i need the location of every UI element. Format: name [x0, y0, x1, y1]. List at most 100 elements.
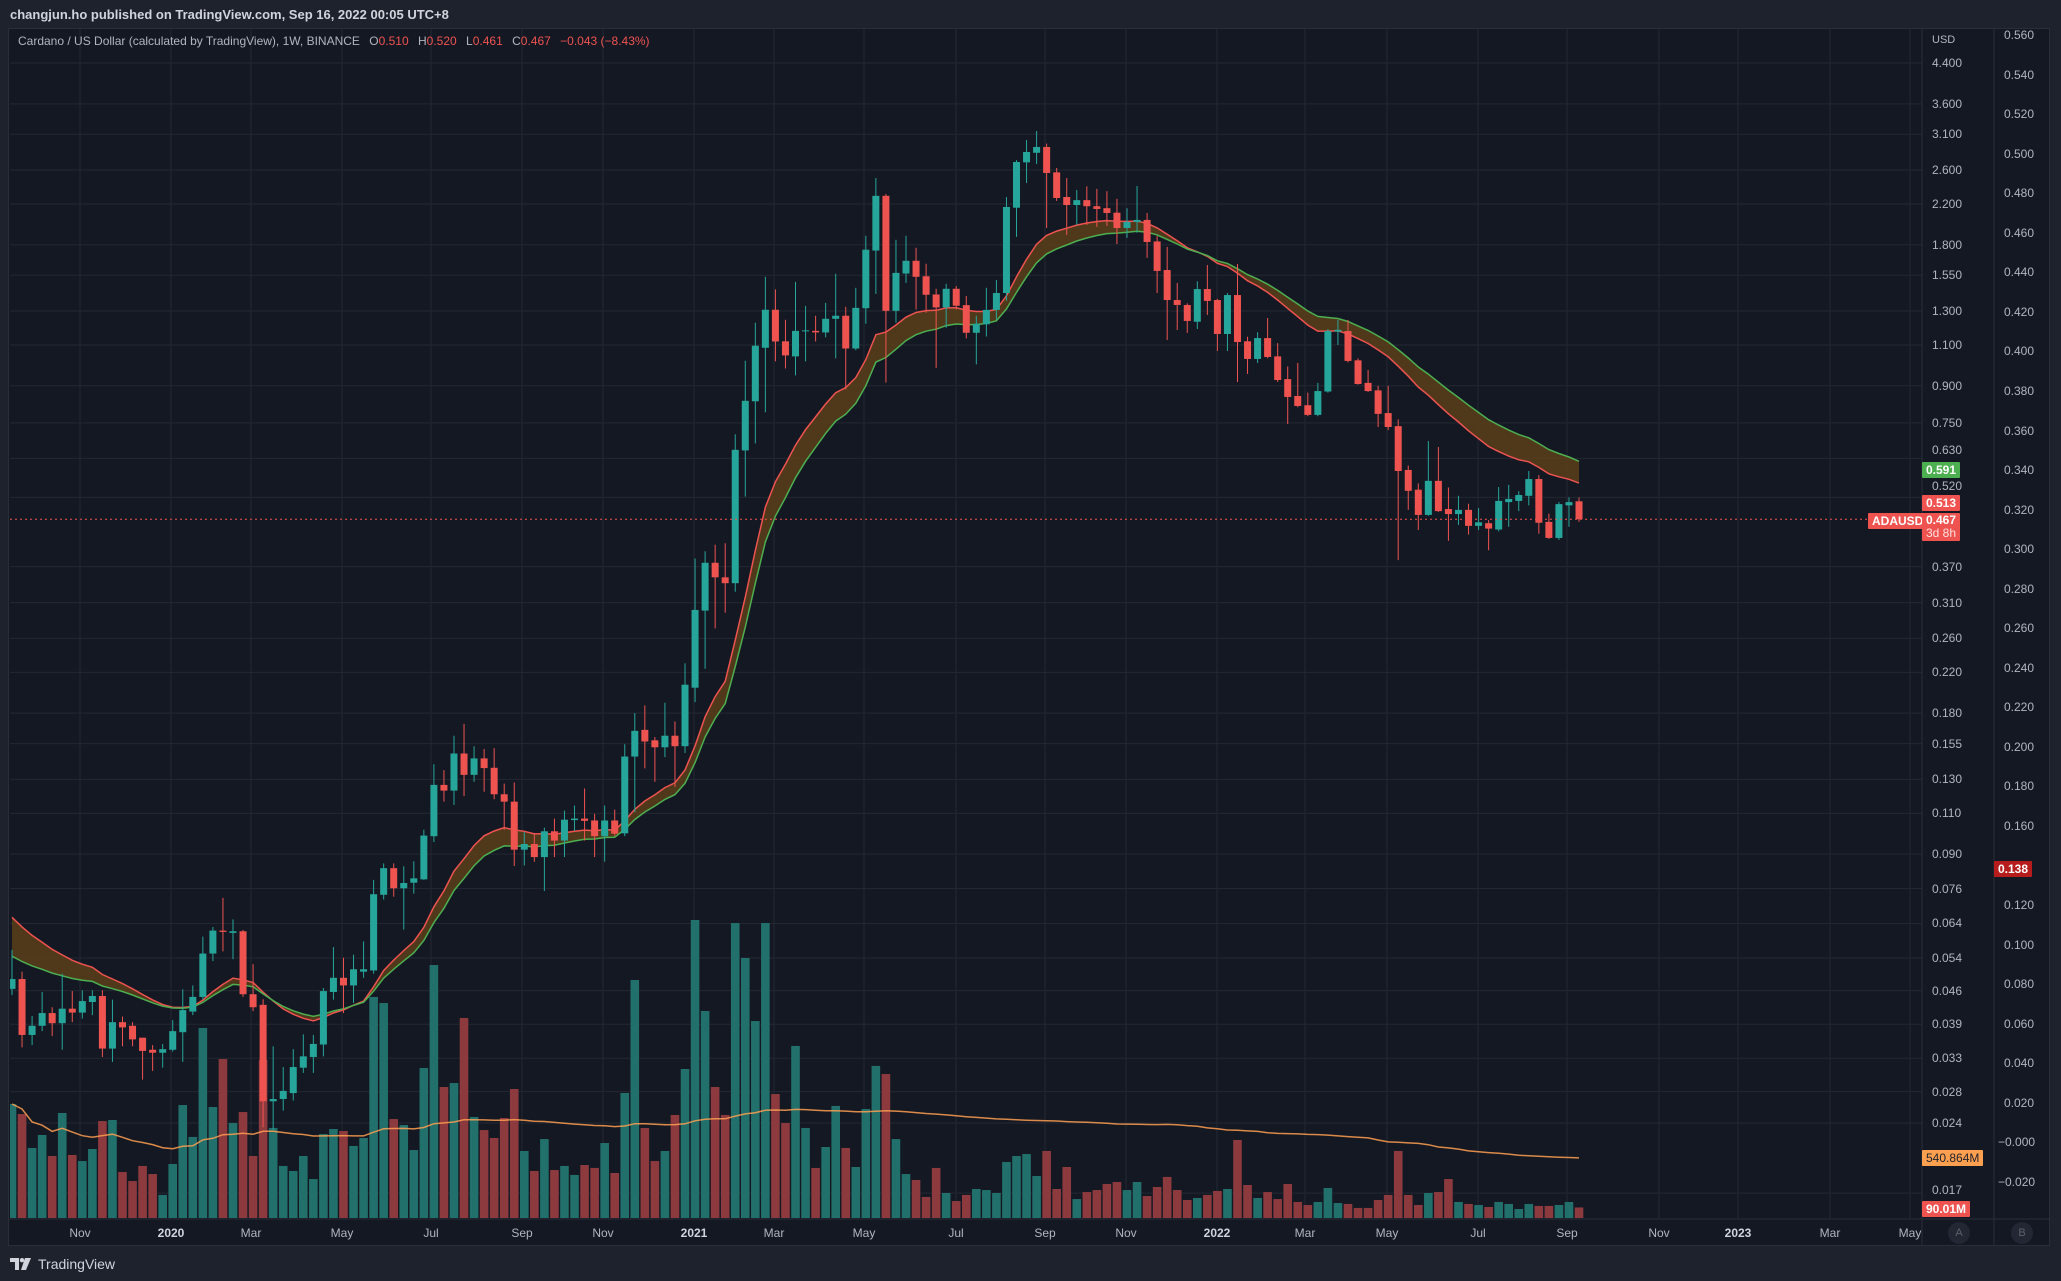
candle: [1304, 392, 1312, 417]
axis-b-tick: 0.220: [2004, 700, 2035, 715]
candle-body: [390, 868, 398, 889]
candle: [1274, 343, 1282, 382]
candle: [1485, 520, 1493, 551]
axis-b-tick: 0.360: [2004, 423, 2035, 438]
candle: [661, 702, 669, 758]
candle-body: [48, 1013, 56, 1024]
candle-body: [108, 1022, 116, 1049]
candle-body: [68, 1008, 76, 1013]
candle-body: [1384, 413, 1392, 427]
candle-body: [1223, 295, 1231, 334]
candle: [129, 1022, 137, 1047]
candle-body: [1193, 289, 1201, 322]
volume-bar: [1233, 1139, 1242, 1218]
candle: [440, 770, 448, 802]
axis-b-tick: 0.280: [2004, 581, 2035, 596]
volume-bar: [1564, 1201, 1574, 1218]
candle-body: [1374, 390, 1382, 414]
candle-body: [1434, 480, 1442, 512]
auto-scale-button-a[interactable]: A: [1948, 1222, 1970, 1244]
candle-body: [731, 449, 739, 584]
symbol-title[interactable]: Cardano / US Dollar (calculated by Tradi…: [18, 34, 360, 48]
candle-body: [560, 819, 568, 841]
candle-body: [189, 996, 197, 1012]
time-axis-label: Nov: [69, 1226, 91, 1240]
volume-bar: [680, 1068, 690, 1218]
candle-body: [1485, 523, 1493, 529]
candle-body: [952, 288, 960, 306]
bar-countdown: 3d 8h: [1926, 526, 1957, 540]
candle-body: [1113, 212, 1121, 229]
axis-a-tick: 0.310: [1932, 595, 1963, 610]
candle-body: [1424, 480, 1432, 515]
candle-body: [530, 843, 538, 858]
candle: [751, 322, 759, 444]
volume-bar: [781, 1123, 790, 1218]
volume-bar: [1243, 1185, 1252, 1218]
volume-bar: [791, 1045, 800, 1218]
candle: [28, 1016, 36, 1046]
volume-bar: [37, 1134, 47, 1218]
volume-bar: [961, 1194, 971, 1218]
tradingview-brand[interactable]: TradingView: [10, 1256, 115, 1272]
time-axis-label: Nov: [1648, 1226, 1670, 1240]
axis-a-tick: 0.076: [1932, 881, 1963, 896]
volume-bar: [570, 1174, 579, 1218]
volume-bar: [288, 1170, 298, 1218]
candle-body: [1063, 196, 1071, 206]
candle: [781, 319, 789, 369]
auto-scale-button-b[interactable]: B: [2011, 1222, 2033, 1244]
candle-body: [169, 1031, 177, 1050]
axis-b-tick: −0.020: [1998, 1175, 2036, 1189]
candle-body: [309, 1043, 317, 1057]
high-label: H: [417, 34, 427, 48]
candle: [209, 927, 217, 962]
axis-b-tick: 0.120: [2004, 898, 2035, 913]
time-axis-label: Nov: [592, 1226, 614, 1240]
high-value: 0.520: [426, 34, 457, 48]
candle-body: [1153, 241, 1161, 271]
candle-body: [581, 818, 589, 821]
volume-bar: [1213, 1190, 1222, 1218]
candle: [611, 809, 619, 836]
axis-b-tick: 0.260: [2004, 621, 2035, 636]
volume-bar: [1182, 1199, 1192, 1218]
low-value: 0.461: [472, 34, 503, 48]
volume-bar: [620, 1092, 630, 1218]
candle-body: [1495, 500, 1503, 530]
candle: [1254, 332, 1262, 363]
volume-bar: [891, 1139, 901, 1218]
candle: [1444, 487, 1452, 541]
volume-bar: [801, 1127, 810, 1218]
candle: [802, 305, 810, 362]
volume-bar: [439, 1087, 449, 1218]
volume-bar: [1253, 1198, 1262, 1218]
candle-body: [470, 758, 478, 775]
candle: [249, 964, 257, 1012]
candle: [902, 235, 910, 283]
candle: [1213, 298, 1221, 351]
candle: [771, 289, 779, 362]
candle: [1093, 188, 1101, 227]
candle-body: [781, 341, 789, 356]
candle: [1183, 303, 1191, 333]
candle-body: [1354, 360, 1362, 384]
axis-a-tick: 0.017: [1932, 1183, 1963, 1197]
volume-bar: [509, 1088, 519, 1218]
candle-body: [902, 260, 910, 274]
time-axis-label: Mar: [240, 1226, 262, 1240]
candle: [731, 434, 739, 592]
volume-bar: [1323, 1187, 1333, 1218]
time-axis-label: Sep: [1034, 1226, 1056, 1240]
candle-body: [611, 820, 619, 834]
volume-bar: [640, 1127, 650, 1218]
volume-bar: [499, 1118, 509, 1218]
candle-body: [822, 318, 830, 333]
candle: [882, 194, 890, 383]
volume-bar: [258, 1059, 268, 1218]
axis-b-tick: 0.460: [2004, 225, 2035, 240]
candle-body: [239, 931, 247, 995]
candle: [1495, 487, 1503, 532]
candle-body: [1002, 206, 1010, 294]
